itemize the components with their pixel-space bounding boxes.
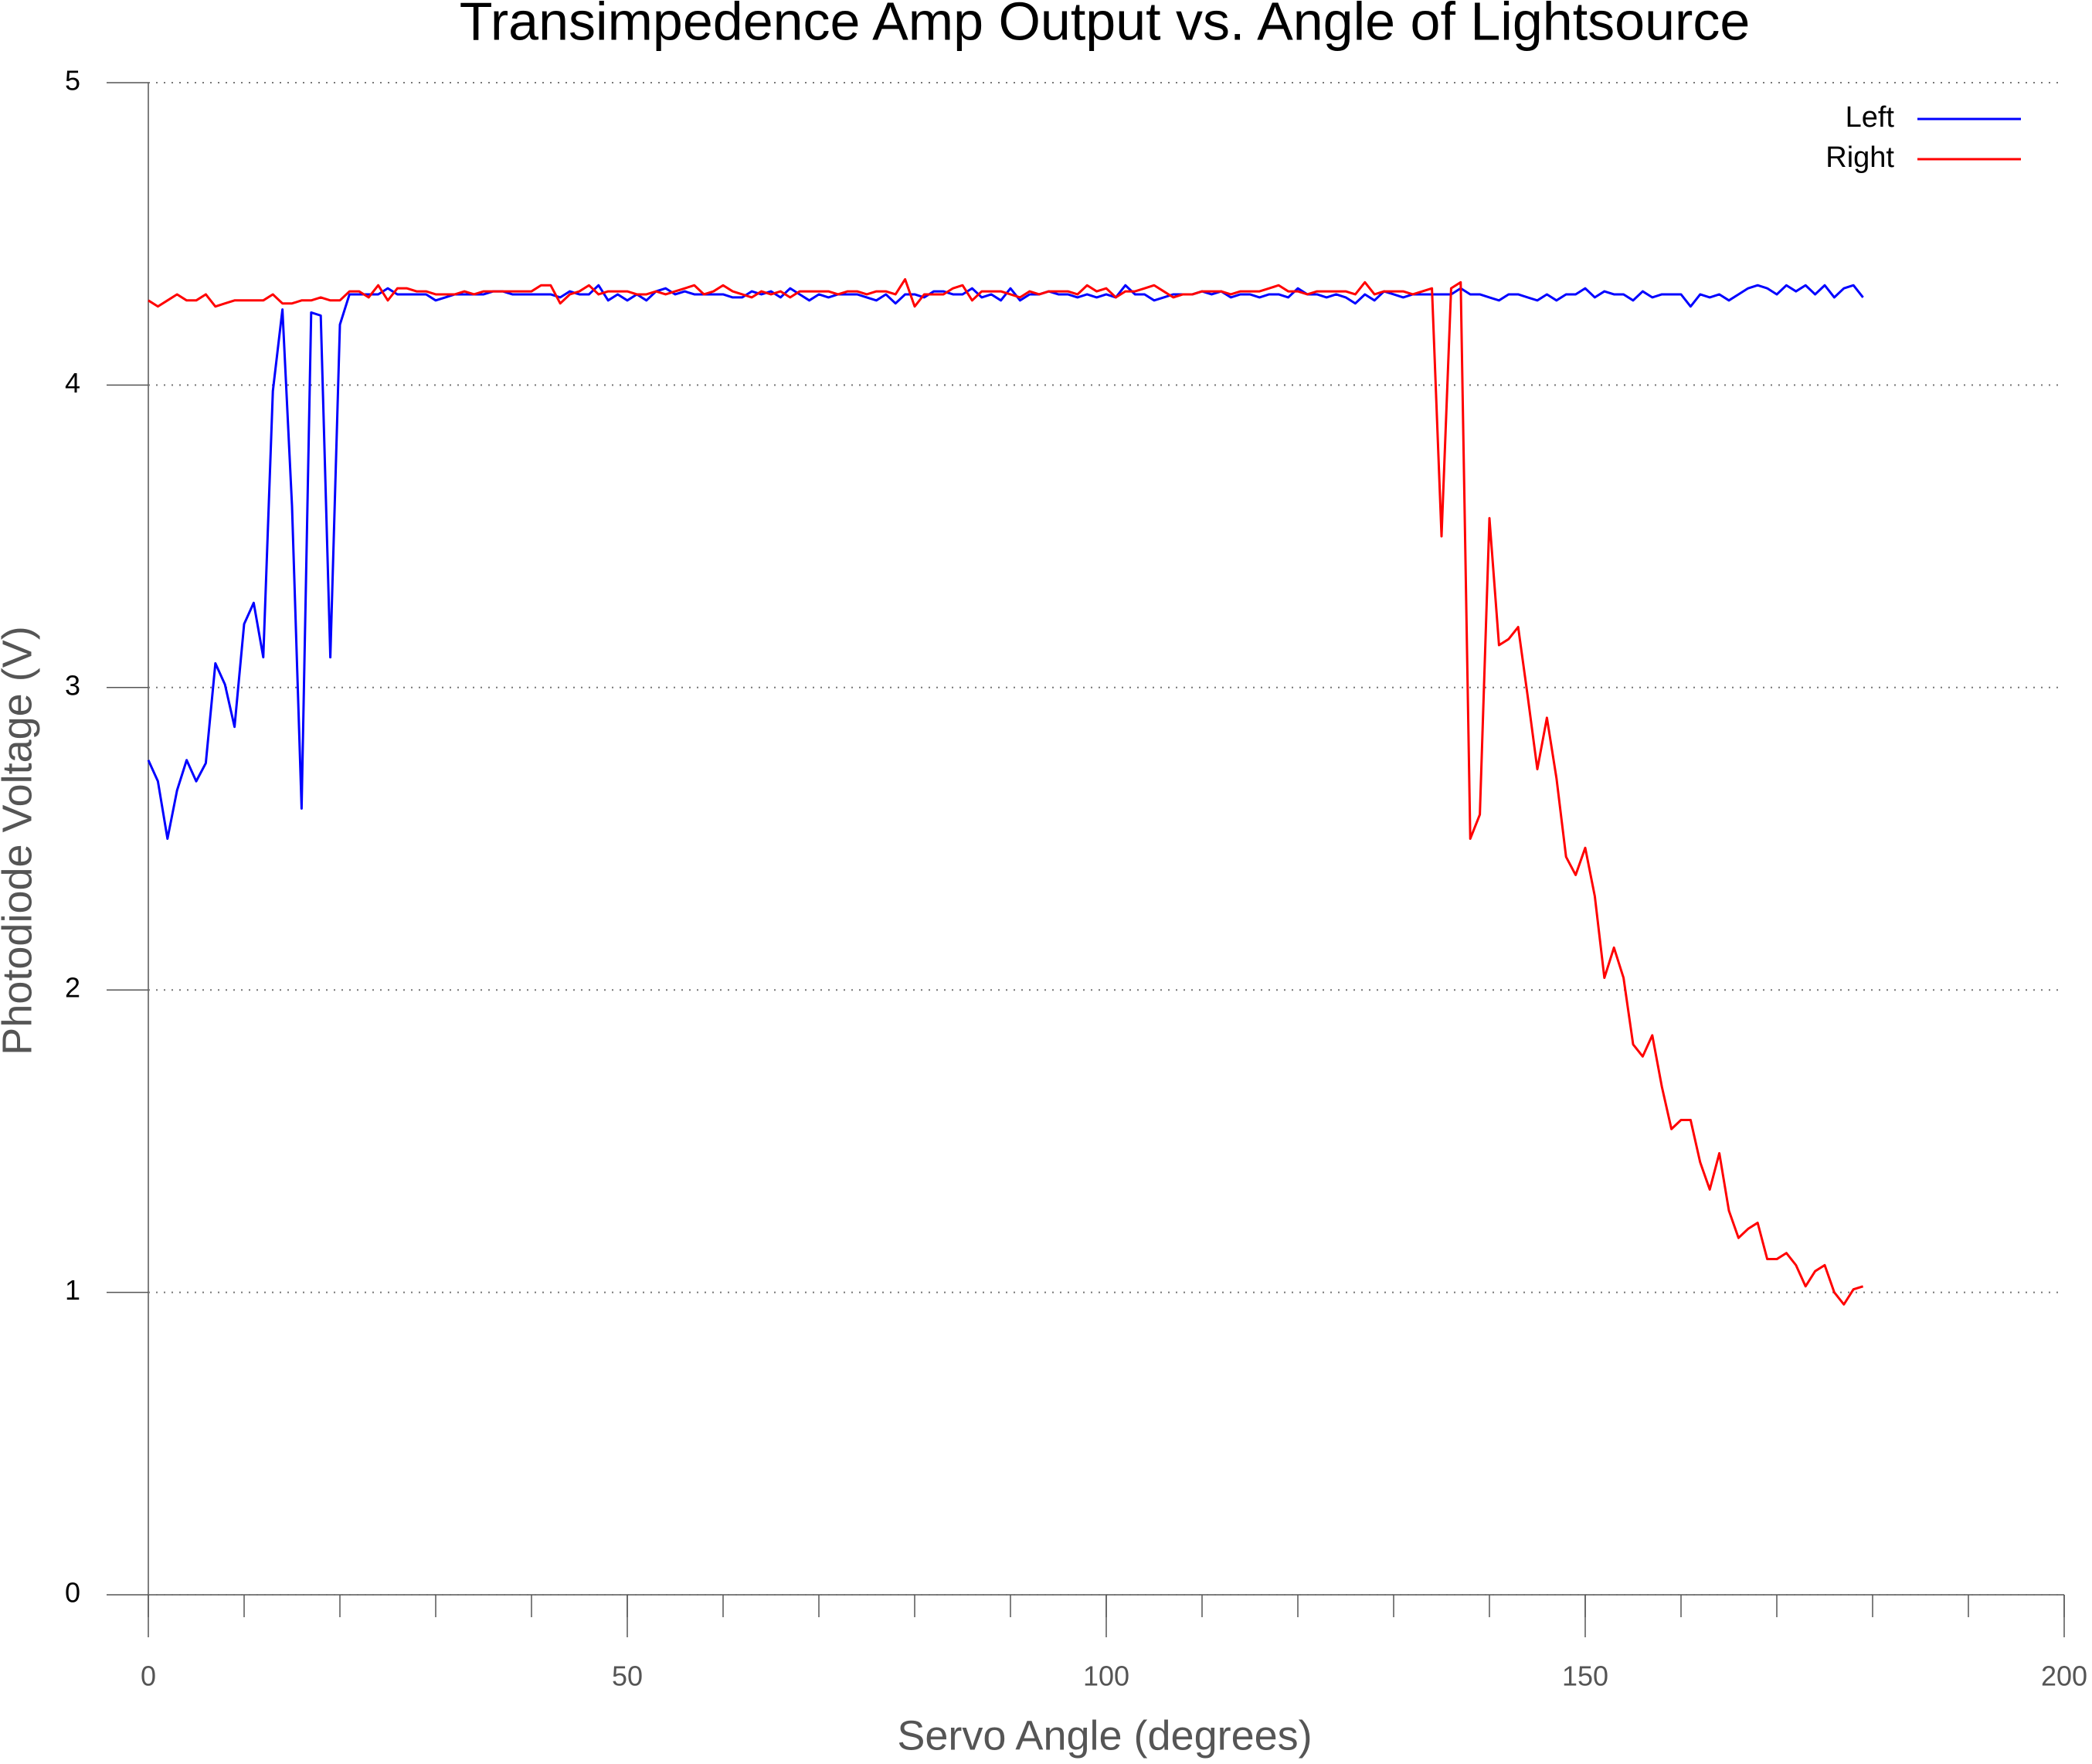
line-series <box>147 284 1864 840</box>
line-series <box>148 277 1864 1306</box>
y-tick-label: 5 <box>65 65 80 97</box>
x-tick-label: 50 <box>612 1660 643 1692</box>
x-tick-label: 100 <box>1083 1660 1129 1692</box>
chart-title: Transimpedence Amp Output vs. Angle of L… <box>460 0 1751 51</box>
legend-label: Right <box>1825 141 1894 174</box>
legend-label: Left <box>1846 101 1895 134</box>
y-axis-label: Photodiode Voltage (V) <box>0 626 40 1055</box>
x-tick-label: 200 <box>2041 1660 2087 1692</box>
x-tick-label: 150 <box>1562 1660 1608 1692</box>
y-tick-label: 0 <box>65 1577 80 1609</box>
y-tick-label: 4 <box>65 367 80 399</box>
x-tick-label: 0 <box>141 1660 156 1692</box>
y-tick-label: 3 <box>65 669 80 701</box>
x-axis-label: Servo Angle (degrees) <box>897 1712 1312 1759</box>
y-tick-label: 2 <box>65 972 80 1004</box>
y-tick-label: 1 <box>65 1274 80 1306</box>
